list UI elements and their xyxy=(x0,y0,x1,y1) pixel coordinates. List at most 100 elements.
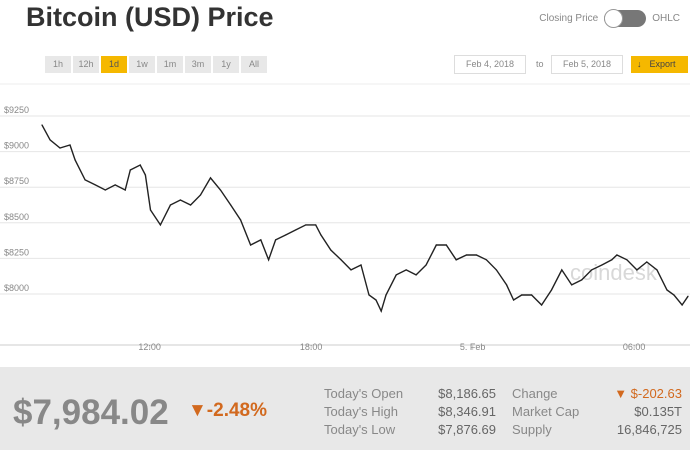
data-point xyxy=(189,204,192,206)
data-point xyxy=(305,224,307,226)
stat-label-supply: Supply xyxy=(512,422,552,437)
stat-value-change: ▼ $-202.63 xyxy=(614,386,682,401)
to-label: to xyxy=(536,59,544,69)
range-1y[interactable]: 1y xyxy=(213,56,239,73)
y-tick-label: $8500 xyxy=(4,212,29,222)
range-buttons: 1h 12h 1d 1w 1m 3m 1y All xyxy=(45,56,267,73)
data-point xyxy=(94,184,96,186)
data-point xyxy=(124,189,126,191)
data-point xyxy=(368,294,370,296)
data-point xyxy=(285,234,287,236)
data-point xyxy=(84,179,86,181)
data-point xyxy=(230,204,232,206)
data-point xyxy=(405,269,407,271)
summary-panel xyxy=(0,367,690,450)
data-point xyxy=(320,234,322,236)
data-point xyxy=(673,294,675,296)
data-point xyxy=(114,184,116,186)
y-tick-label: $9250 xyxy=(4,105,29,115)
data-point xyxy=(169,204,171,206)
data-point xyxy=(455,259,457,261)
data-point xyxy=(144,174,146,176)
range-1w[interactable]: 1w xyxy=(129,56,155,73)
data-point xyxy=(219,189,222,191)
data-point xyxy=(475,254,478,256)
data-point xyxy=(179,199,181,201)
range-all[interactable]: All xyxy=(241,56,267,73)
data-point xyxy=(646,261,648,263)
data-point xyxy=(209,177,212,179)
data-point xyxy=(59,147,61,149)
date-to-input[interactable]: Feb 5, 2018 xyxy=(551,55,623,74)
range-1h[interactable]: 1h xyxy=(45,56,71,73)
range-3m[interactable]: 3m xyxy=(185,56,211,73)
stat-label-high: Today's High xyxy=(324,404,399,419)
data-point xyxy=(340,259,342,261)
stat-value-supply: 16,846,725 xyxy=(616,422,682,437)
data-point xyxy=(360,264,362,266)
data-point xyxy=(591,269,593,271)
data-point xyxy=(139,164,141,166)
data-point xyxy=(581,279,583,281)
range-12h[interactable]: 12h xyxy=(73,56,99,73)
data-point xyxy=(268,259,270,261)
data-point xyxy=(69,144,71,146)
data-point xyxy=(350,269,352,271)
stat-value-market-cap: $0.135T xyxy=(634,404,682,419)
data-point xyxy=(445,244,447,246)
export-button[interactable]: ↓ Export xyxy=(631,56,688,73)
data-point xyxy=(435,244,437,246)
data-point xyxy=(485,259,487,261)
data-point xyxy=(465,254,468,256)
data-point xyxy=(681,304,683,306)
data-point xyxy=(425,264,427,266)
download-arrow-icon: ↓ xyxy=(637,59,642,69)
data-point xyxy=(626,259,628,261)
current-price: $7,984.02 xyxy=(13,393,169,432)
data-point xyxy=(531,294,533,296)
data-point xyxy=(380,310,382,312)
data-point xyxy=(687,295,689,297)
data-point xyxy=(540,304,543,306)
data-point xyxy=(495,269,497,271)
data-point xyxy=(49,139,51,141)
y-tick-label: $8750 xyxy=(4,176,29,186)
data-point xyxy=(41,124,43,126)
data-point xyxy=(666,289,668,291)
data-point xyxy=(199,194,202,196)
range-1d[interactable]: 1d xyxy=(101,56,127,73)
data-point xyxy=(159,224,162,226)
change-percent: ▼-2.48% xyxy=(188,400,268,421)
data-point xyxy=(636,269,638,271)
data-point xyxy=(104,189,106,191)
stat-label-open: Today's Open xyxy=(324,386,404,401)
data-point xyxy=(260,239,262,241)
data-point xyxy=(611,259,613,261)
data-point xyxy=(385,294,387,296)
data-point xyxy=(149,209,152,211)
chart-type-toggle[interactable]: Closing Price OHLC xyxy=(539,9,680,28)
toggle-switch[interactable] xyxy=(604,9,647,28)
data-point xyxy=(395,274,397,276)
x-tick-label: 06:00 xyxy=(623,342,646,352)
data-point xyxy=(601,264,603,266)
stat-value-open: $8,186.65 xyxy=(438,386,496,401)
price-chart: coindesk $8000$8250$8500$8750$9000$92501… xyxy=(0,83,690,352)
data-point xyxy=(315,224,317,226)
data-point xyxy=(275,239,277,241)
data-point xyxy=(550,289,553,291)
data-point xyxy=(512,299,515,301)
y-tick-label: $8000 xyxy=(4,283,29,293)
stat-value-low: $7,876.69 xyxy=(438,422,496,437)
data-point xyxy=(561,269,563,271)
date-from-input[interactable]: Feb 4, 2018 xyxy=(454,55,526,74)
y-tick-label: $8250 xyxy=(4,247,29,257)
x-tick-label: 5. Feb xyxy=(460,342,486,352)
data-point xyxy=(74,159,76,161)
range-1m[interactable]: 1m xyxy=(157,56,183,73)
price-line xyxy=(41,124,689,314)
data-point xyxy=(656,269,658,271)
x-tick-label: 12:00 xyxy=(138,342,161,352)
data-point xyxy=(330,249,332,251)
stat-label-low: Today's Low xyxy=(324,422,396,437)
